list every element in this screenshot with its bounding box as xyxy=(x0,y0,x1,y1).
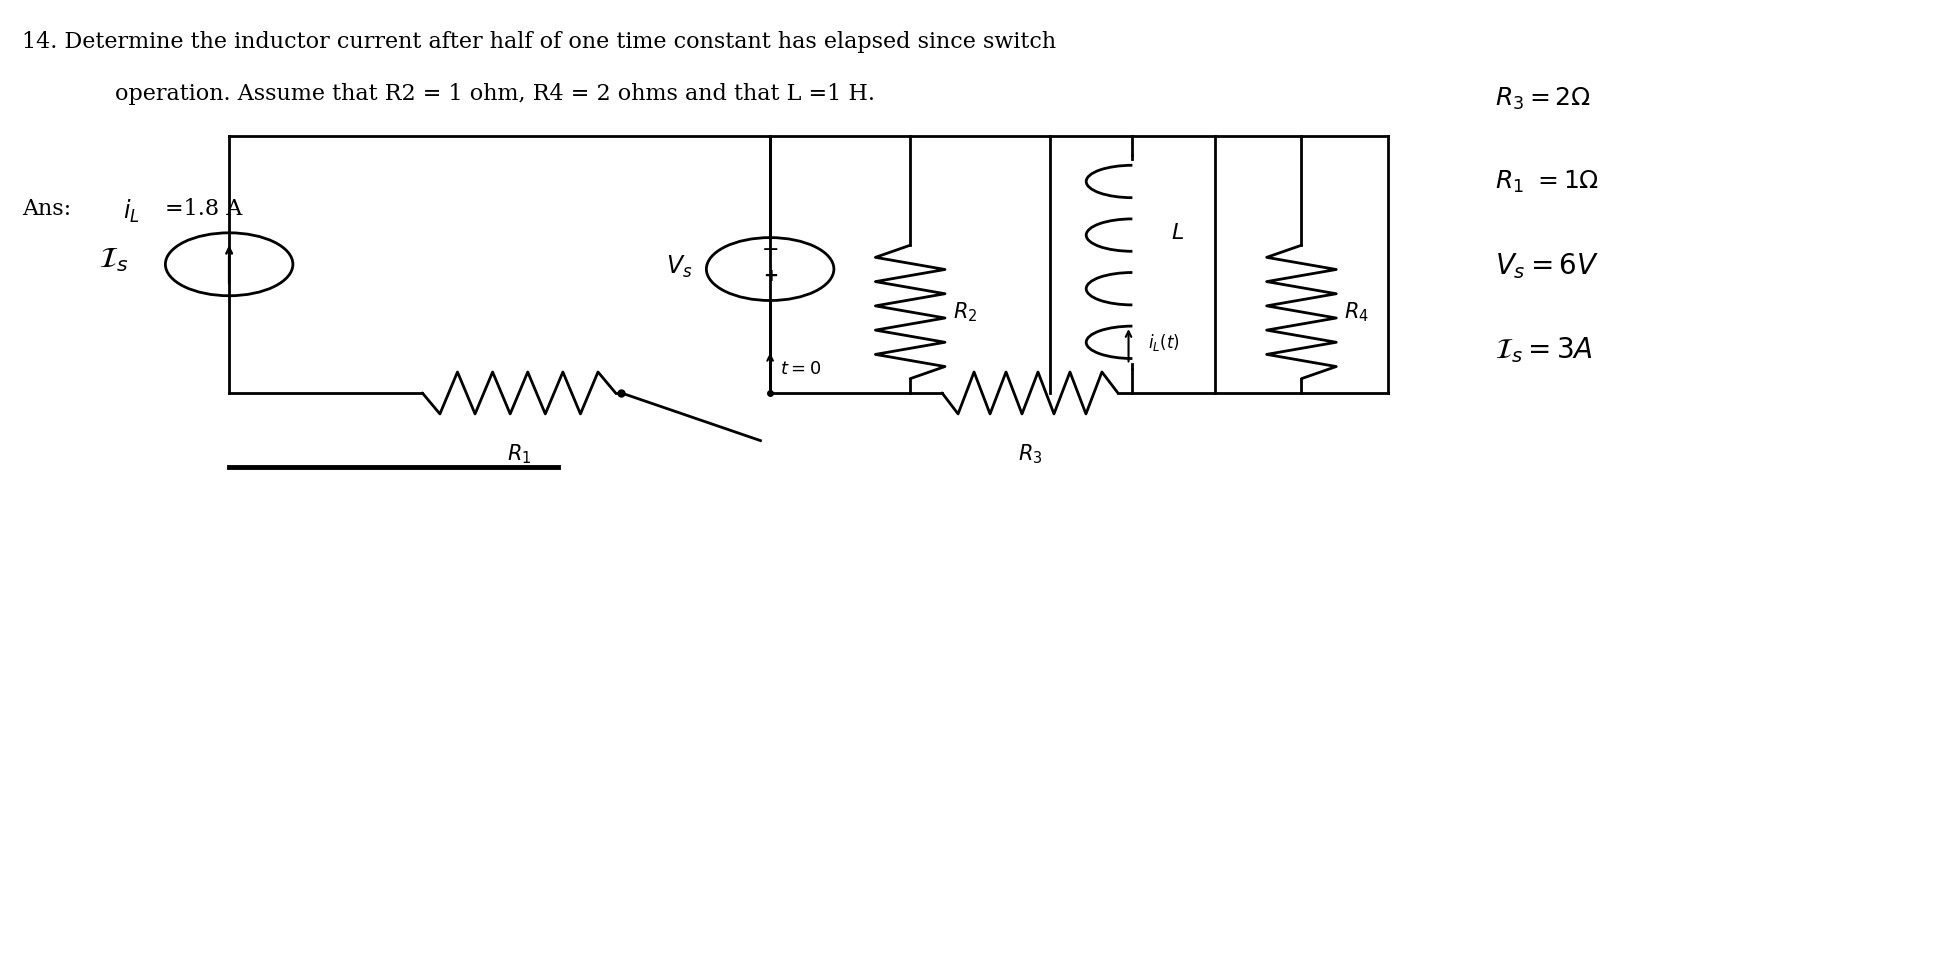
Text: $R_3 = 2\Omega$: $R_3 = 2\Omega$ xyxy=(1495,85,1590,111)
Text: $R_1\ = 1\Omega$: $R_1\ = 1\Omega$ xyxy=(1495,169,1600,195)
Text: =1.8 A: =1.8 A xyxy=(165,197,243,220)
Text: $V_s$: $V_s$ xyxy=(666,254,693,280)
Text: $t=0$: $t=0$ xyxy=(780,360,821,378)
Text: $R_1$: $R_1$ xyxy=(506,443,531,466)
Text: $L$: $L$ xyxy=(1171,223,1183,244)
Text: $i_L$: $i_L$ xyxy=(123,197,140,224)
Text: $V_s = 6V$: $V_s = 6V$ xyxy=(1495,251,1600,281)
Text: operation. Assume that R2 = 1 ohm, R4 = 2 ohms and that L =1 H.: operation. Assume that R2 = 1 ohm, R4 = … xyxy=(115,83,876,105)
Text: $R_3$: $R_3$ xyxy=(1018,443,1043,466)
Text: $R_4$: $R_4$ xyxy=(1345,300,1368,324)
Text: $i_L(t)$: $i_L(t)$ xyxy=(1148,332,1179,353)
Text: $R_2$: $R_2$ xyxy=(954,300,977,324)
Text: +: + xyxy=(763,267,778,284)
Text: 14. Determine the inductor current after half of one time constant has elapsed s: 14. Determine the inductor current after… xyxy=(23,31,1057,53)
Text: $\mathcal{I}_s = 3A$: $\mathcal{I}_s = 3A$ xyxy=(1495,336,1592,365)
Text: $\mathcal{I}_s$: $\mathcal{I}_s$ xyxy=(99,246,128,274)
Text: −: − xyxy=(761,240,778,260)
Text: Ans:: Ans: xyxy=(23,197,78,220)
